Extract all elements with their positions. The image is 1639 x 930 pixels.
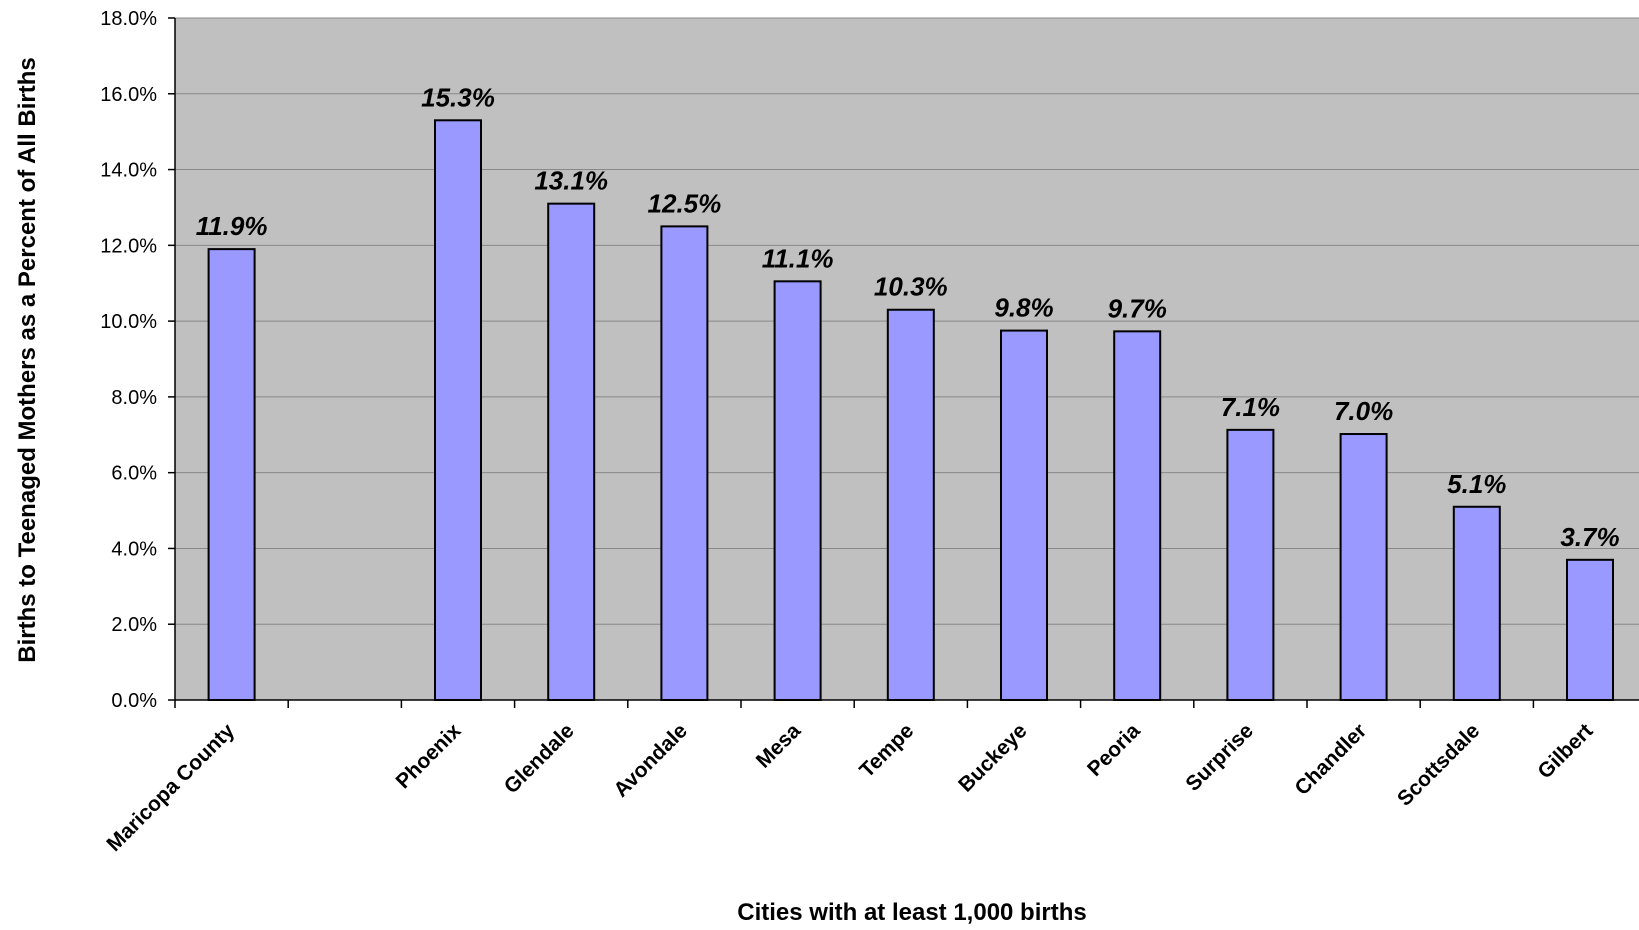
bar xyxy=(1339,433,1388,701)
x-tick-label: Chandler xyxy=(1291,719,1372,800)
x-tick-label: Gilbert xyxy=(1533,719,1597,783)
data-label: 10.3% xyxy=(874,272,948,302)
y-axis-title: Births to Teenaged Mothers as a Percent … xyxy=(14,57,41,662)
x-tick-label: Glendale xyxy=(500,719,579,798)
data-label: 15.3% xyxy=(421,82,495,112)
bar xyxy=(547,202,596,701)
data-label: 3.7% xyxy=(1560,522,1619,552)
data-label: 11.9% xyxy=(196,211,268,241)
data-label: 9.8% xyxy=(994,293,1053,323)
bars xyxy=(207,119,1614,702)
x-tick-label: Tempe xyxy=(855,719,918,782)
y-tick-label: 0.0% xyxy=(111,690,157,712)
x-tick-label: Phoenix xyxy=(392,719,466,793)
bar xyxy=(207,248,256,701)
y-tick-label: 2.0% xyxy=(111,614,157,636)
y-tick-labels: 0.0% 2.0% 4.0% 6.0% 8.0% 10.0% 12.0% 14.0% 16.0%… xyxy=(100,8,157,712)
y-tick-label: 10.0% xyxy=(100,311,157,333)
bar xyxy=(1113,330,1162,701)
bar xyxy=(1566,558,1614,701)
data-label: 9.7% xyxy=(1108,293,1167,323)
bar xyxy=(1000,329,1048,701)
data-label: 11.1% xyxy=(762,243,834,273)
bar xyxy=(660,225,709,701)
x-axis-title: Cities with at least 1,000 births xyxy=(737,899,1086,926)
x-tick-label: Avondale xyxy=(609,719,692,802)
y-tick-label: 8.0% xyxy=(111,387,157,409)
bar xyxy=(434,119,482,702)
bar xyxy=(773,280,822,701)
x-tick-label: Maricopa County xyxy=(102,719,239,856)
y-tick-label: 6.0% xyxy=(111,463,157,485)
data-label: 12.5% xyxy=(648,188,722,218)
data-label: 13.1% xyxy=(534,166,608,196)
y-tick-label: 16.0% xyxy=(100,84,157,106)
y-tick-label: 12.0% xyxy=(100,235,157,257)
data-labels: 11.9% 15.3% 13.1% 12.5% 11.1% 10.3% 9.8% 9.7% 7.… xyxy=(196,82,1620,552)
x-tick-labels: Maricopa County Phoenix Glendale Avondale Me… xyxy=(102,719,1597,856)
axes xyxy=(168,17,1639,708)
x-tick-label: Buckeye xyxy=(954,719,1031,796)
y-tick-label: 14.0% xyxy=(100,160,157,182)
y-tick-label: 4.0% xyxy=(111,538,157,560)
bar xyxy=(1452,505,1501,701)
x-tick-label: Mesa xyxy=(752,719,806,773)
bar xyxy=(1226,428,1275,701)
x-tick-label: Peoria xyxy=(1083,719,1145,781)
x-tick-label: Surprise xyxy=(1181,719,1258,796)
data-label: 5.1% xyxy=(1447,469,1506,499)
y-tick-label: 18.0% xyxy=(100,8,157,30)
x-tick-label: Scottsdale xyxy=(1393,719,1484,810)
data-label: 7.0% xyxy=(1334,396,1393,426)
data-label: 7.1% xyxy=(1221,392,1280,422)
bar xyxy=(886,308,935,701)
